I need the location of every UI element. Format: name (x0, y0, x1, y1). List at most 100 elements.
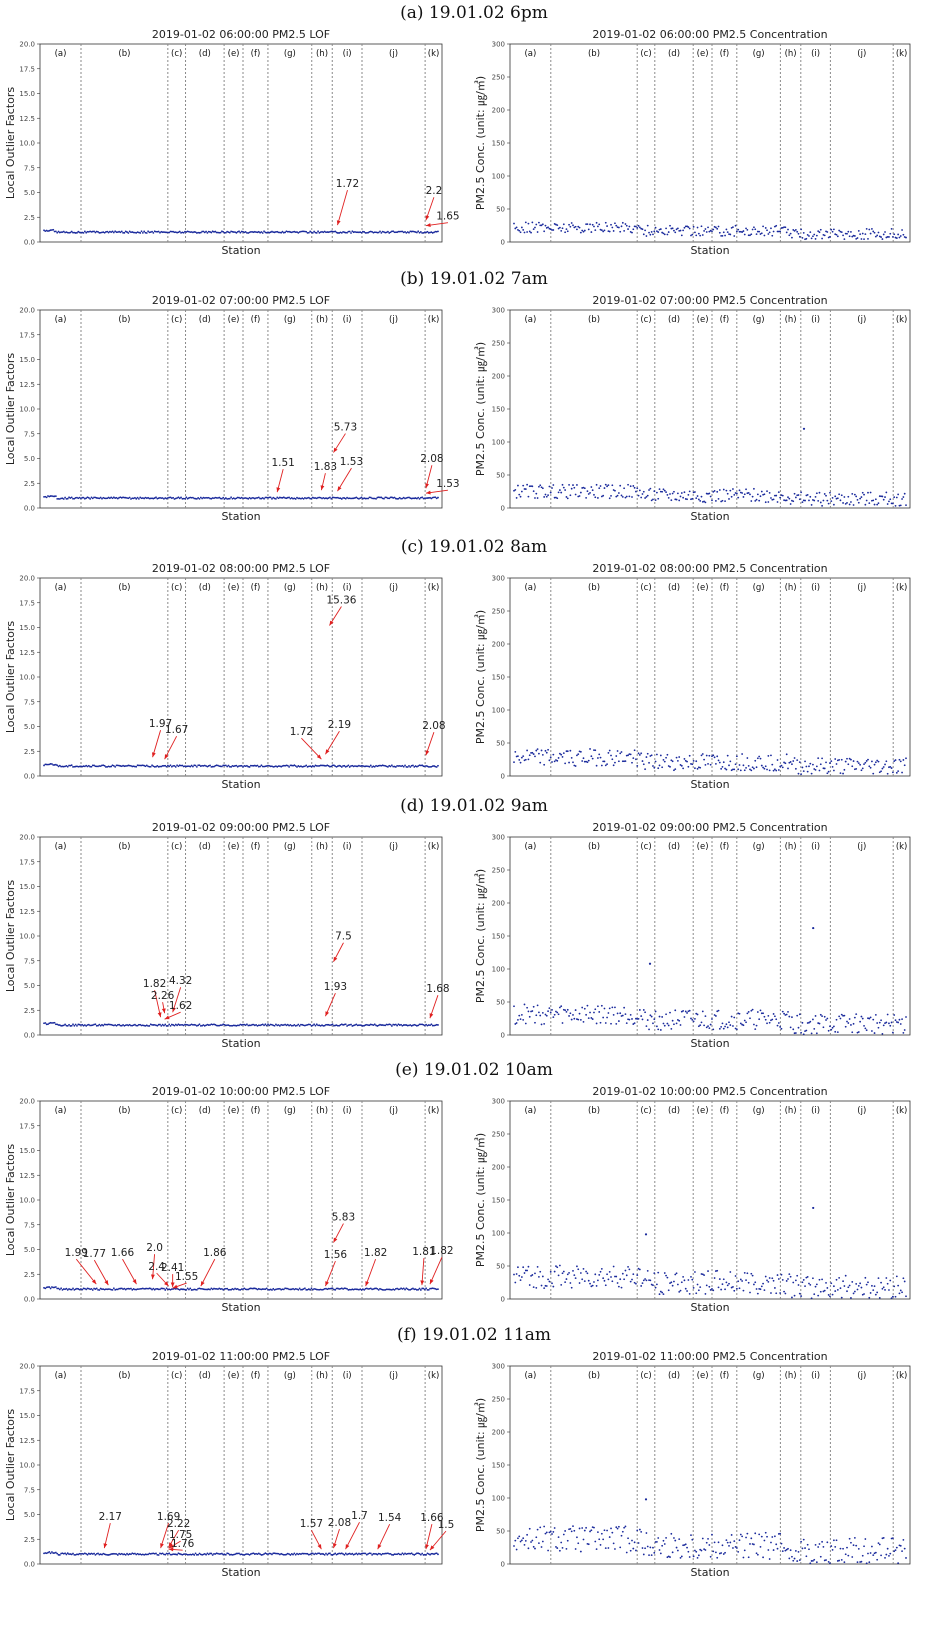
data-point (190, 496, 193, 499)
y-tick-label: 20.0 (19, 834, 35, 842)
data-point (734, 1546, 737, 1548)
data-point (80, 497, 82, 500)
data-point (704, 501, 707, 504)
data-point (579, 750, 582, 753)
annotation-arrow (93, 1259, 109, 1286)
data-point (536, 497, 539, 499)
region-label: (d) (668, 49, 680, 59)
data-point (91, 764, 94, 767)
data-point (144, 765, 147, 768)
data-point (369, 764, 372, 767)
data-point (194, 1552, 197, 1555)
region-label: (h) (785, 315, 797, 325)
data-point (152, 1024, 155, 1026)
data-point (843, 496, 846, 498)
data-point (278, 1553, 281, 1556)
region-label: (e) (228, 1106, 240, 1116)
data-point (903, 1547, 906, 1550)
data-point (893, 233, 896, 236)
data-point (226, 1024, 229, 1027)
data-point (114, 766, 117, 768)
data-point (576, 1265, 578, 1268)
data-point (728, 764, 730, 767)
data-point (704, 1293, 707, 1295)
data-point (259, 1288, 262, 1291)
data-point (306, 1552, 309, 1555)
data-point (549, 756, 552, 759)
data-point (885, 1021, 888, 1024)
data-point (652, 1022, 654, 1025)
data-point (156, 1553, 159, 1556)
region-label: (e) (228, 49, 240, 59)
data-point (792, 500, 795, 503)
data-point (557, 1013, 560, 1016)
data-point (577, 225, 580, 228)
data-point (562, 1270, 565, 1273)
data-point (530, 752, 532, 754)
data-point (86, 1553, 89, 1556)
data-point (700, 1021, 703, 1024)
data-point (686, 760, 688, 763)
data-point (633, 1541, 636, 1544)
data-point (310, 1287, 313, 1290)
data-point (787, 1547, 789, 1550)
data-point (644, 497, 647, 499)
data-point (376, 231, 379, 234)
data-point (714, 762, 717, 765)
data-point (572, 1014, 574, 1016)
data-point (57, 1553, 60, 1556)
region-label: (h) (785, 842, 797, 852)
y-tick-label: 17.5 (19, 65, 35, 73)
data-point (558, 489, 561, 491)
data-point (317, 1288, 319, 1291)
data-point (168, 765, 171, 768)
data-point (80, 1552, 82, 1555)
data-point (899, 1289, 902, 1292)
annotation-arrowhead (103, 1543, 108, 1549)
data-point (856, 498, 859, 501)
data-point (413, 1288, 416, 1291)
data-point (695, 497, 698, 500)
data-point (676, 1549, 679, 1552)
data-point (130, 1024, 132, 1027)
data-point (809, 1562, 812, 1565)
annotation-arrowhead (325, 1011, 330, 1017)
data-point (871, 1030, 873, 1032)
data-point (156, 1024, 159, 1027)
annotation-label: 1.68 (426, 983, 449, 995)
annotation-label: 1.81 (412, 1246, 435, 1258)
data-point (860, 1286, 863, 1289)
panel-title: 2019-01-02 10:00:00 PM2.5 Concentration (592, 1085, 827, 1098)
data-point (145, 1553, 148, 1556)
data-point (796, 230, 799, 233)
figure-section: (a) 19.01.02 6pm 2019-01-02 06:00:00 PM2.… (0, 0, 948, 266)
data-point (545, 495, 548, 498)
data-point (842, 1547, 844, 1550)
data-point (523, 1003, 526, 1006)
data-point (673, 1280, 675, 1283)
data-point (868, 1017, 871, 1020)
annotation-label: 1.7 (351, 1510, 368, 1522)
data-point (558, 226, 561, 229)
region-label: (a) (524, 1371, 536, 1381)
x-axis-label: Station (690, 1301, 729, 1314)
data-point (417, 765, 420, 767)
data-point (665, 756, 667, 759)
data-point (363, 1552, 366, 1555)
data-point (379, 1552, 381, 1555)
data-point (742, 1289, 745, 1292)
data-point (343, 1287, 346, 1290)
data-point (418, 231, 421, 234)
data-point (240, 1288, 243, 1290)
data-point (172, 764, 175, 767)
data-point (160, 497, 163, 500)
data-point (817, 230, 820, 232)
data-point (165, 765, 168, 768)
data-point (164, 231, 167, 234)
data-point (638, 489, 641, 492)
data-point (804, 760, 806, 763)
annotation-label: 1.69 (157, 1511, 180, 1523)
data-point (864, 233, 867, 236)
data-point (846, 1546, 848, 1549)
data-point (884, 763, 886, 766)
